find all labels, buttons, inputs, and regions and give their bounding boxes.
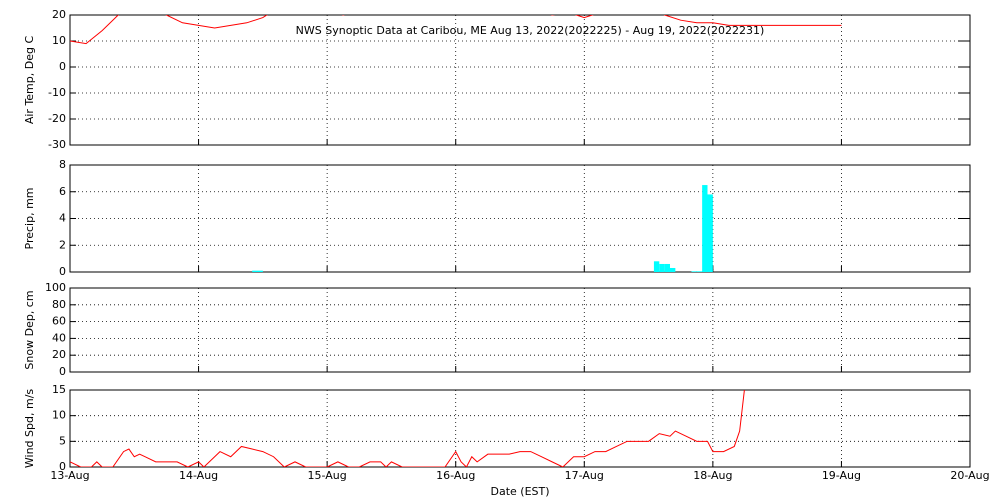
y-tick-label: 8 [59,158,66,171]
bar [664,263,670,272]
bar [691,271,697,272]
y-tick-label: 0 [59,365,66,378]
bar [252,270,258,272]
x-tick-label: 15-Aug [308,469,347,482]
plot-area [70,390,745,467]
y-tick-label: -20 [48,112,66,125]
x-tick-label: 17-Aug [565,469,604,482]
y-tick-label: 20 [52,348,66,361]
x-tick-label: 20-Aug [950,469,989,482]
y-tick-label: 0 [59,460,66,473]
x-tick-label: 14-Aug [179,469,218,482]
plot-area [252,185,713,272]
y-tick-label: 40 [52,331,66,344]
y-tick-label: 100 [45,281,66,294]
bar [670,267,676,272]
bar [707,194,713,272]
bar [659,263,665,272]
y-tick-label: 10 [52,34,66,47]
y-tick-label: 80 [52,298,66,311]
y-tick-label: 15 [52,383,66,396]
bar [702,185,708,272]
y-tick-label: 60 [52,315,66,328]
bar [696,271,703,272]
panel-frame [69,14,971,146]
y-tick-label: 4 [59,212,66,225]
y-tick-label: 0 [59,265,66,278]
y-axis-label: Air Temp, Deg C [23,36,36,125]
y-tick-label: 2 [59,238,66,251]
x-tick-label: 19-Aug [822,469,861,482]
y-axis-label: Snow Dep, cm [23,290,36,369]
y-tick-label: -10 [48,86,66,99]
x-tick-label: 16-Aug [436,469,475,482]
x-axis-label: Date (EST) [490,485,549,498]
bar [257,270,263,272]
y-tick-label: 10 [52,409,66,422]
bar [653,261,660,272]
y-tick-label: 20 [52,8,66,21]
y-axis-label: Wind Spd, m/s [23,389,36,469]
chart-title: NWS Synoptic Data at Caribou, ME Aug 13,… [296,24,765,37]
data-line [70,15,842,45]
y-tick-label: 5 [59,434,66,447]
y-axis-label: Precip, mm [23,188,36,250]
data-line [70,390,745,467]
panel-frame [69,287,971,373]
x-tick-label: 18-Aug [693,469,732,482]
x-tick-label: 13-Aug [50,469,89,482]
plot-area [70,15,842,45]
y-tick-label: 6 [59,185,66,198]
panel-frame [69,389,971,468]
y-tick-label: -30 [48,138,66,151]
y-tick-label: 0 [59,60,66,73]
panel-frame [69,164,971,273]
